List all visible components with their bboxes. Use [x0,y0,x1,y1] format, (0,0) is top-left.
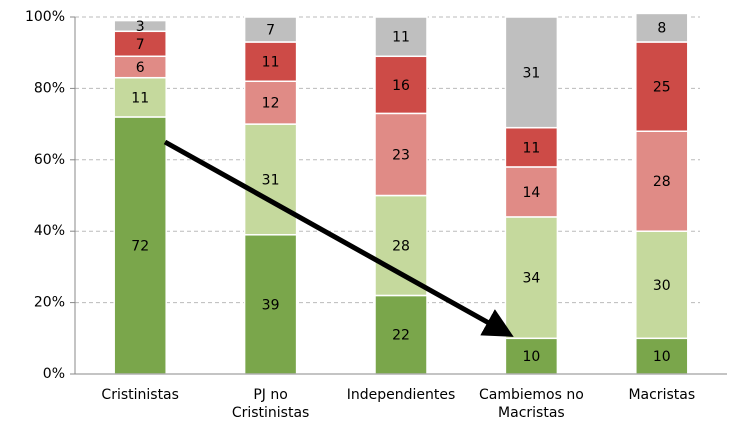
value-label: 11 [262,55,280,71]
value-label: 23 [392,147,410,163]
value-label: 30 [653,278,671,294]
value-label: 12 [262,96,280,112]
value-label: 22 [392,328,410,344]
bar-segment [243,234,298,375]
value-label: 10 [522,349,540,365]
value-label: 34 [522,271,540,287]
value-label: 14 [522,185,540,201]
bar-segment [374,194,428,297]
bar-segment [504,16,559,129]
value-label: 11 [131,90,149,106]
y-tick-label: 60% [34,152,65,168]
value-label: 28 [653,174,671,190]
arrow [163,139,514,337]
value-label: 16 [392,78,410,94]
value-label: 7 [266,22,275,38]
bar-segment [243,16,298,43]
y-tick-label: 20% [34,295,65,311]
value-label: 25 [653,80,671,96]
bar-segment [243,41,298,83]
y-tick-label: 40% [34,223,65,239]
value-label: 39 [262,297,280,313]
value-label: 11 [522,140,540,156]
value-label: 31 [262,172,280,188]
value-label: 3 [136,19,145,35]
bar-segment [113,19,167,33]
bar-segment [635,230,689,340]
x-tick-label: Independientes [346,387,456,403]
value-label: 7 [136,37,145,53]
bar-segment [374,112,428,197]
bar-segment [504,126,559,168]
bar-segment [374,294,428,375]
bar-segment [635,12,689,43]
bar-segment [504,166,559,218]
value-label: 72 [131,238,149,254]
value-label: 11 [392,30,410,46]
x-tick-label: PJ no Cristinistas [231,387,310,421]
bar-segment [113,76,167,118]
bar-segment [635,41,689,132]
value-label: 28 [392,238,410,254]
value-label: 6 [136,60,145,76]
bar-segment [374,55,428,115]
bar-segment [374,16,428,58]
x-tick-label: Macristas [628,387,696,403]
x-tick-label: Cristinistas [101,387,179,403]
value-label: 31 [522,65,540,81]
value-label: 8 [657,21,666,37]
y-tick-label: 100% [25,9,65,25]
bar-segment [635,337,689,375]
y-tick-label: 80% [34,80,65,96]
bar-segment [113,116,167,375]
x-tick-label: Cambiemos no Macristas [479,387,584,421]
y-tick-label: 0% [43,366,65,382]
value-label: 10 [653,349,671,365]
